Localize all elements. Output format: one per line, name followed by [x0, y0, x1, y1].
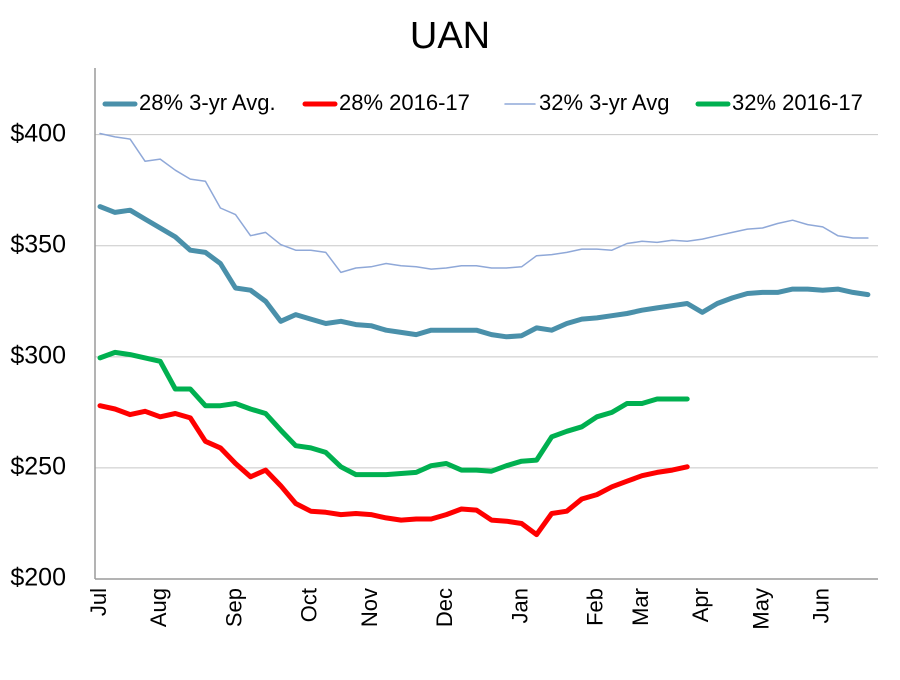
legend-label: 28% 3-yr Avg. [139, 90, 276, 115]
x-tick-label: Apr [688, 588, 713, 622]
x-tick-label: Aug [146, 588, 171, 627]
x-tick-label: Oct [297, 588, 322, 622]
x-tick-label: May [748, 588, 773, 630]
legend-label: 32% 2016-17 [732, 90, 863, 115]
y-tick-label: $350 [10, 230, 66, 258]
x-tick-label: Nov [357, 588, 382, 627]
x-tick-label: Mar [628, 588, 653, 626]
y-tick-label: $400 [10, 119, 66, 147]
legend-label: 28% 2016-17 [339, 90, 470, 115]
x-tick-label: Dec [432, 588, 457, 627]
legend-label: 32% 3-yr Avg [539, 90, 669, 115]
chart-title: UAN [410, 15, 490, 57]
x-tick-label: Sep [221, 588, 246, 627]
y-tick-label: $200 [10, 564, 66, 592]
x-tick-label: Jul [86, 588, 111, 616]
y-tick-label: $250 [10, 453, 66, 481]
series-line [97, 403, 690, 538]
x-tick-label: Feb [583, 588, 608, 626]
y-tick-label: $300 [10, 341, 66, 369]
series-line [97, 349, 690, 478]
series-line [99, 132, 869, 274]
x-tick-label: Jan [507, 588, 532, 623]
series-line [97, 204, 871, 340]
x-tick-label: Jun [809, 588, 834, 623]
